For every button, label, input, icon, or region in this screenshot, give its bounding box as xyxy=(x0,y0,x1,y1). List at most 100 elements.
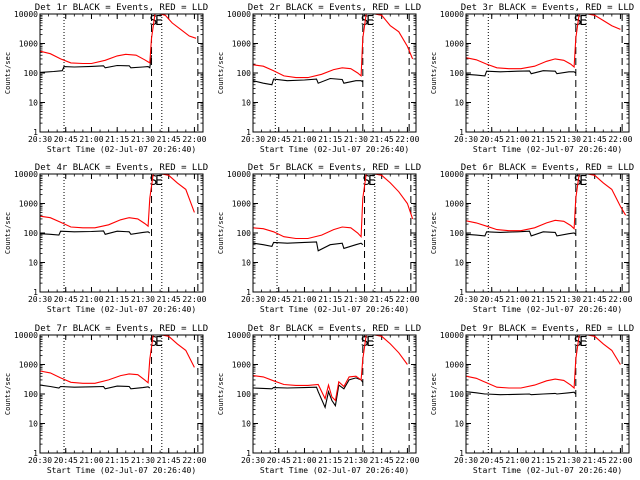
series-line-events xyxy=(253,377,364,410)
y-tick-label: 1 xyxy=(33,288,38,297)
x-tick-label: 21:30 xyxy=(131,135,155,144)
x-axis-label: Start Time (02-Jul-07 20:26:40) xyxy=(260,145,409,154)
plot-frame xyxy=(252,13,417,133)
x-tick-label: 21:45 xyxy=(157,456,181,465)
x-tick-label: 21:15 xyxy=(531,295,555,304)
y-axis-label: Counts/sec xyxy=(430,52,438,94)
time-marker-label: E xyxy=(155,174,163,189)
series-line-events xyxy=(40,230,151,236)
chart-title: Det 7r BLACK = Events, RED = LLD xyxy=(35,324,208,334)
series-line-lld xyxy=(40,174,195,229)
x-tick-label: 20:45 xyxy=(480,135,504,144)
x-axis-label: Start Time (02-Jul-07 20:26:40) xyxy=(473,466,622,475)
x-tick-label: 21:45 xyxy=(583,456,607,465)
x-tick-label: 21:00 xyxy=(292,135,316,144)
x-axis-label: Start Time (02-Jul-07 20:26:40) xyxy=(47,466,196,475)
y-tick-label: 10000 xyxy=(227,170,251,179)
x-axis-label: Start Time (02-Jul-07 20:26:40) xyxy=(260,466,409,475)
x-tick-label: 22:00 xyxy=(608,295,632,304)
x-tick-label: 20:30 xyxy=(241,295,265,304)
time-marker-label: E xyxy=(366,335,374,350)
y-tick-label: 1000 xyxy=(445,200,464,209)
y-axis-label: Counts/sec xyxy=(217,212,225,254)
x-tick-label: 21:45 xyxy=(370,295,394,304)
chart-title: Det 5r BLACK = Events, RED = LLD xyxy=(248,163,421,173)
x-tick-label: 21:00 xyxy=(505,456,529,465)
x-tick-label: 20:30 xyxy=(454,135,478,144)
x-tick-label: 22:00 xyxy=(182,295,206,304)
time-marker-label: S xyxy=(150,335,158,350)
chart-title: Det 4r BLACK = Events, RED = LLD xyxy=(35,163,208,173)
y-tick-label: 10 xyxy=(454,99,464,108)
y-tick-label: 1 xyxy=(459,128,464,137)
series-line-events xyxy=(466,230,577,237)
x-tick-label: 21:45 xyxy=(370,456,394,465)
series-line-events xyxy=(40,384,151,390)
y-tick-label: 10 xyxy=(454,259,464,268)
x-tick-label: 21:15 xyxy=(105,135,129,144)
chart-panel-det8r: Det 8r BLACK = Events, RED = LLD Counts/s… xyxy=(217,324,421,475)
y-axis-label: Counts/sec xyxy=(4,373,12,415)
x-tick-label: 21:00 xyxy=(79,295,103,304)
chart-title: Det 9r BLACK = Events, RED = LLD xyxy=(461,324,634,334)
x-tick-label: 21:00 xyxy=(292,295,316,304)
chart-panel-det5r: Det 5r BLACK = Events, RED = LLD Counts/s… xyxy=(217,163,421,314)
x-tick-label: 20:30 xyxy=(454,295,478,304)
y-tick-label: 100 xyxy=(24,69,39,78)
series-line-lld xyxy=(253,174,414,240)
y-tick-label: 100 xyxy=(24,229,39,238)
time-marker-label: E xyxy=(579,335,587,350)
y-axis-label: Counts/sec xyxy=(430,373,438,415)
plot-frame xyxy=(252,173,417,293)
y-tick-label: 10000 xyxy=(14,170,38,179)
plot-frame xyxy=(465,13,630,133)
time-marker-label: E xyxy=(366,14,374,29)
x-tick-label: 22:00 xyxy=(395,456,419,465)
time-marker-label: E xyxy=(155,335,163,350)
y-tick-label: 1000 xyxy=(445,361,464,370)
plot-frame xyxy=(252,334,417,454)
x-tick-label: 20:45 xyxy=(480,295,504,304)
y-tick-label: 1 xyxy=(246,288,251,297)
x-tick-label: 21:00 xyxy=(79,456,103,465)
y-tick-label: 10000 xyxy=(227,10,251,19)
y-tick-label: 10 xyxy=(241,259,251,268)
x-tick-label: 20:30 xyxy=(241,135,265,144)
x-tick-label: 20:45 xyxy=(267,456,291,465)
time-marker-label: S xyxy=(363,174,371,189)
y-axis-label: Counts/sec xyxy=(217,373,225,415)
plot-frame xyxy=(465,173,630,293)
chart-panel-det4r: Det 4r BLACK = Events, RED = LLD Counts/s… xyxy=(4,163,208,314)
y-tick-label: 10 xyxy=(241,99,251,108)
y-tick-label: 1 xyxy=(459,288,464,297)
x-tick-label: 21:15 xyxy=(318,295,342,304)
x-tick-label: 21:15 xyxy=(531,456,555,465)
x-tick-label: 20:45 xyxy=(54,456,78,465)
x-tick-label: 21:15 xyxy=(105,295,129,304)
x-tick-label: 22:00 xyxy=(395,135,419,144)
y-tick-label: 100 xyxy=(450,69,465,78)
y-tick-label: 100 xyxy=(237,69,252,78)
y-tick-label: 1 xyxy=(246,128,251,137)
y-tick-label: 10000 xyxy=(440,170,464,179)
y-tick-label: 100 xyxy=(237,390,252,399)
series-line-lld xyxy=(466,335,621,390)
x-tick-label: 21:30 xyxy=(131,456,155,465)
x-tick-label: 20:30 xyxy=(28,295,52,304)
y-tick-label: 100 xyxy=(24,390,39,399)
series-line-events xyxy=(466,391,577,396)
y-tick-label: 1 xyxy=(459,449,464,458)
y-tick-label: 1000 xyxy=(445,40,464,49)
time-marker-label: E xyxy=(579,14,587,29)
x-tick-label: 21:30 xyxy=(131,295,155,304)
time-marker-label: S xyxy=(150,174,158,189)
y-tick-label: 10 xyxy=(241,420,251,429)
y-tick-label: 1 xyxy=(33,449,38,458)
y-tick-label: 10000 xyxy=(14,331,38,340)
x-tick-label: 20:30 xyxy=(28,456,52,465)
y-tick-label: 10 xyxy=(28,259,38,268)
x-tick-label: 21:45 xyxy=(370,135,394,144)
x-tick-label: 21:00 xyxy=(292,456,316,465)
chart-title: Det 6r BLACK = Events, RED = LLD xyxy=(461,163,634,173)
x-axis-label: Start Time (02-Jul-07 20:26:40) xyxy=(260,305,409,314)
